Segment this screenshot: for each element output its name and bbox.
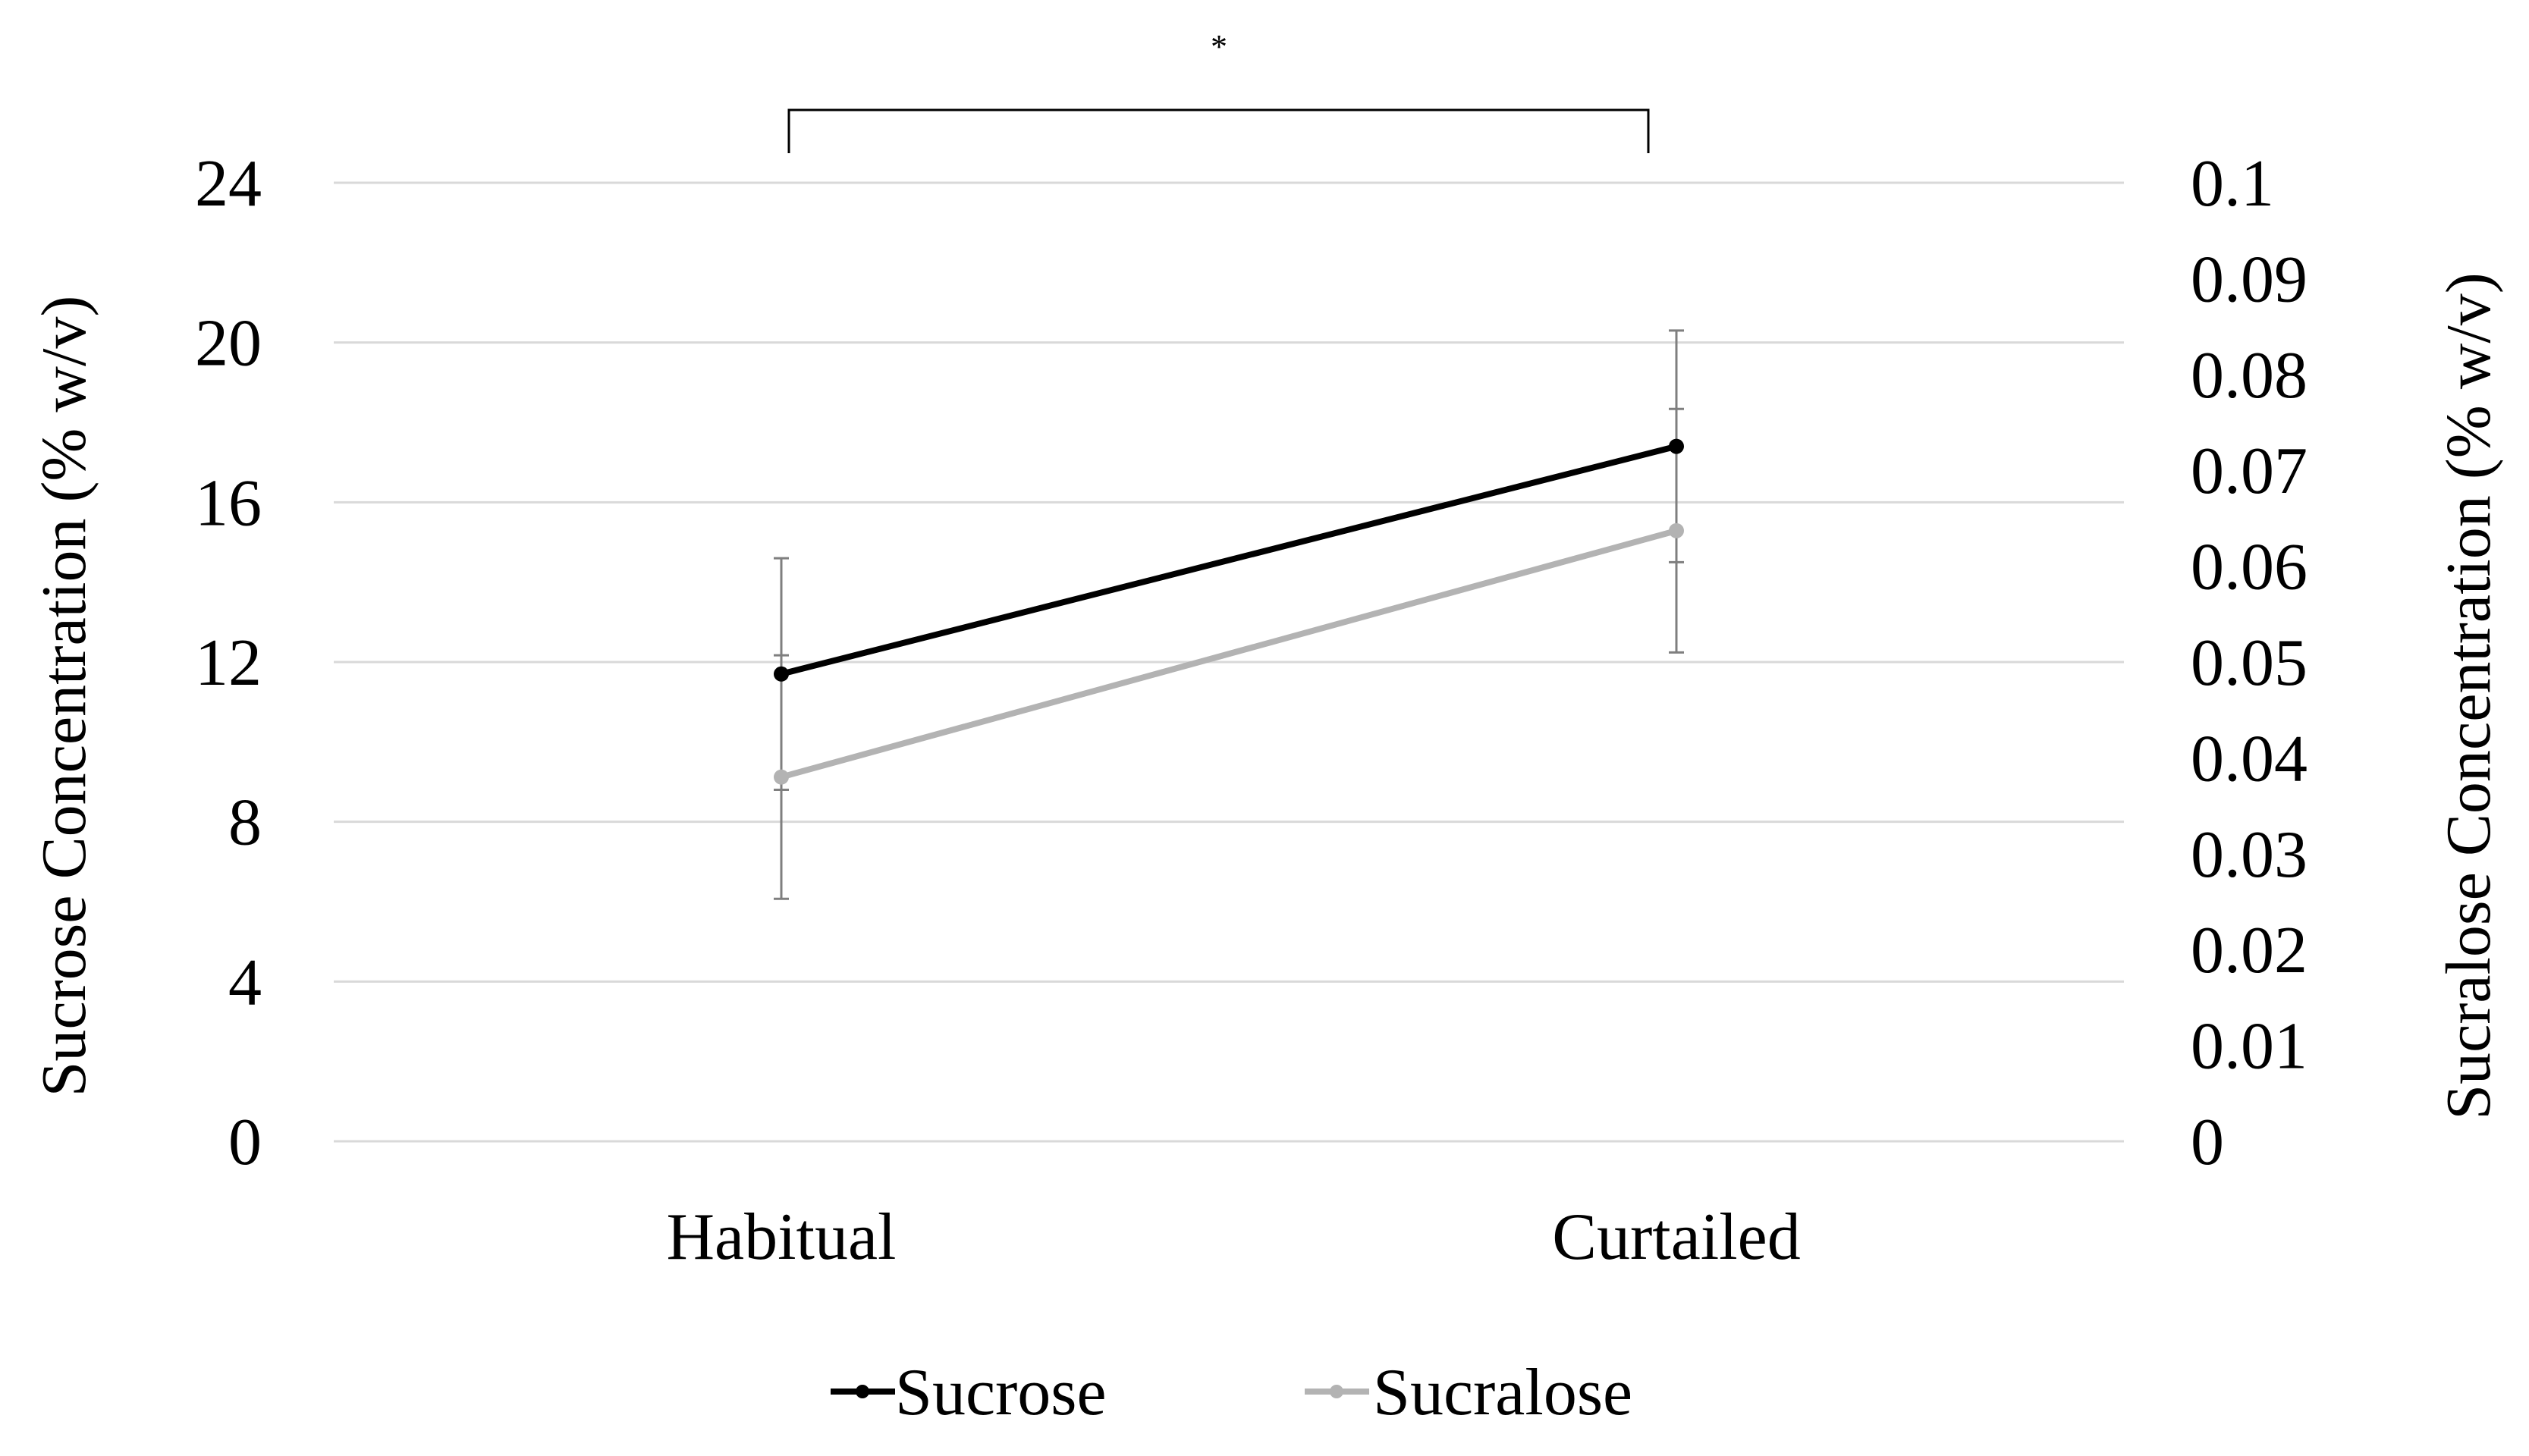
right-tick-label: 0: [2191, 1106, 2224, 1179]
error-bars: [774, 329, 1684, 900]
right-axis-ticks: 0 0.01 0.02 0.03 0.04 0.05 0.06 0.07 0.08 0.09 0.1: [2191, 147, 2308, 1179]
left-tick-label: 16: [195, 466, 262, 540]
bracket-line: [787, 108, 1650, 153]
gridlines: [334, 181, 2124, 1143]
data-point-sucrose: [774, 666, 789, 682]
legend-label-sucralose: Sucralose: [1373, 1356, 1632, 1429]
legend-marker-sucrose: [856, 1385, 869, 1398]
legend: Sucrose Sucralose: [831, 1356, 1632, 1429]
right-tick-label: 0.02: [2191, 914, 2308, 987]
series-lines: [774, 438, 1684, 785]
right-tick-label: 0.07: [2191, 435, 2308, 508]
right-tick-label: 0.09: [2191, 243, 2308, 316]
right-tick-label: 0.03: [2191, 818, 2308, 892]
left-axis-title: Sucrose Concentration (% w/v): [29, 296, 99, 1097]
significance-bracket: *: [787, 28, 1650, 153]
left-tick-label: 24: [195, 147, 262, 221]
left-tick-label: 0: [228, 1106, 262, 1179]
legend-label-sucrose: Sucrose: [895, 1356, 1107, 1429]
right-tick-label: 0.1: [2191, 147, 2274, 221]
left-tick-label: 8: [228, 786, 262, 860]
right-tick-label: 0.06: [2191, 531, 2308, 604]
left-tick-label: 20: [195, 307, 262, 381]
left-tick-label: 4: [228, 946, 262, 1019]
series-line-sucrose: [781, 443, 1677, 677]
legend-marker-sucralose: [1330, 1385, 1343, 1398]
right-tick-label: 0.08: [2191, 339, 2308, 413]
data-point-sucralose: [774, 769, 789, 785]
right-axis-title: Sucralose Concentration (% w/v): [2433, 272, 2504, 1119]
data-point-sucralose: [1669, 522, 1684, 538]
x-tick-label: Habitual: [666, 1200, 896, 1274]
data-point-sucrose: [1669, 438, 1684, 454]
left-axis-ticks: 0 4 8 12 16 20 24: [195, 147, 262, 1179]
right-tick-label: 0.05: [2191, 626, 2308, 700]
left-tick-label: 12: [195, 626, 262, 700]
right-tick-label: 0.04: [2191, 722, 2308, 795]
x-tick-label: Curtailed: [1552, 1200, 1800, 1274]
significance-label: *: [1211, 28, 1227, 65]
right-tick-label: 0.01: [2191, 1010, 2308, 1084]
x-axis-ticks: Habitual Curtailed: [666, 1200, 1800, 1274]
series-line-sucralose: [780, 527, 1678, 780]
